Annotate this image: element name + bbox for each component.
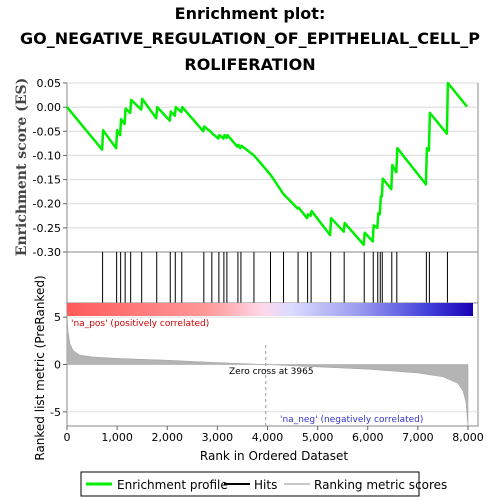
es-tick-label: -0.20 bbox=[33, 198, 61, 211]
metric-tick-label: 5 bbox=[54, 311, 61, 324]
es-panel: 0.05 0.00 -0.05 -0.10 -0.15 -0.20 -0.25 -0.30 bbox=[33, 77, 479, 259]
x-axis-label: Rank in Ordered Dataset bbox=[200, 449, 348, 463]
es-tick-label: -0.25 bbox=[33, 222, 61, 235]
metric-y-ticks: 5 0 -5 bbox=[50, 311, 67, 419]
legend-label-hits: Hits bbox=[254, 478, 277, 492]
negative-correlation-label: 'na_neg' (negatively correlated) bbox=[280, 415, 423, 425]
es-tick-label: 0.05 bbox=[37, 77, 62, 90]
zero-cross-label: Zero cross at 3965 bbox=[229, 367, 314, 377]
x-tick-label: 2,000 bbox=[151, 431, 183, 444]
metric-tick-label: 0 bbox=[54, 359, 61, 372]
x-axis-ticks: 0 1,000 2,000 3,000 4,000 5,000 6,000 7,000 8,00… bbox=[64, 426, 484, 444]
enrichment-profile-line bbox=[66, 81, 468, 247]
metric-y-axis-label: Ranked list metric (PreRanked) bbox=[33, 275, 47, 460]
es-panel-frame bbox=[66, 82, 479, 253]
ranking-color-bar bbox=[67, 303, 473, 316]
es-y-ticks: 0.05 0.00 -0.05 -0.10 -0.15 -0.20 -0.25 -0.30 bbox=[33, 77, 67, 259]
x-tick-label: 0 bbox=[64, 431, 71, 444]
x-tick-label: 3,000 bbox=[202, 431, 234, 444]
chart-title-line-1: Enrichment plot: bbox=[175, 4, 326, 23]
legend: Enrichment profile Hits Ranking metric s… bbox=[80, 471, 447, 497]
x-tick-label: 1,000 bbox=[101, 431, 133, 444]
chart-title-line-3: ROLIFERATION bbox=[184, 55, 315, 74]
legend-label-metric: Ranking metric scores bbox=[314, 478, 447, 492]
es-tick-label: -0.05 bbox=[33, 125, 61, 138]
hit-marks bbox=[102, 252, 448, 303]
chart-title-line-2: GO_NEGATIVE_REGULATION_OF_EPITHELIAL_CEL… bbox=[20, 29, 480, 48]
x-tick-label: 6,000 bbox=[352, 431, 384, 444]
es-y-axis-label: Enrichment score (ES) bbox=[14, 78, 30, 256]
es-tick-label: 0.00 bbox=[37, 101, 62, 114]
es-tick-label: -0.10 bbox=[33, 149, 61, 162]
ranking-metric-area bbox=[66, 312, 469, 427]
metric-tick-label: -5 bbox=[50, 406, 61, 419]
hits-panel-frame bbox=[66, 251, 479, 304]
x-tick-label: 8,000 bbox=[452, 431, 484, 444]
metric-gridlines bbox=[67, 316, 478, 413]
x-tick-label: 5,000 bbox=[302, 431, 334, 444]
positive-correlation-label: 'na_pos' (positively correlated) bbox=[71, 319, 209, 329]
x-tick-label: 4,000 bbox=[252, 431, 284, 444]
x-tick-label: 7,000 bbox=[402, 431, 434, 444]
es-tick-label: -0.30 bbox=[33, 246, 61, 259]
es-tick-label: -0.15 bbox=[33, 174, 61, 187]
hits-panel bbox=[66, 251, 479, 304]
rank-panel: 50-5 0 1,000 2,000 3,000 4,000 5,000 6,000 7,00… bbox=[50, 302, 484, 444]
legend-label-profile: Enrichment profile bbox=[117, 478, 228, 492]
